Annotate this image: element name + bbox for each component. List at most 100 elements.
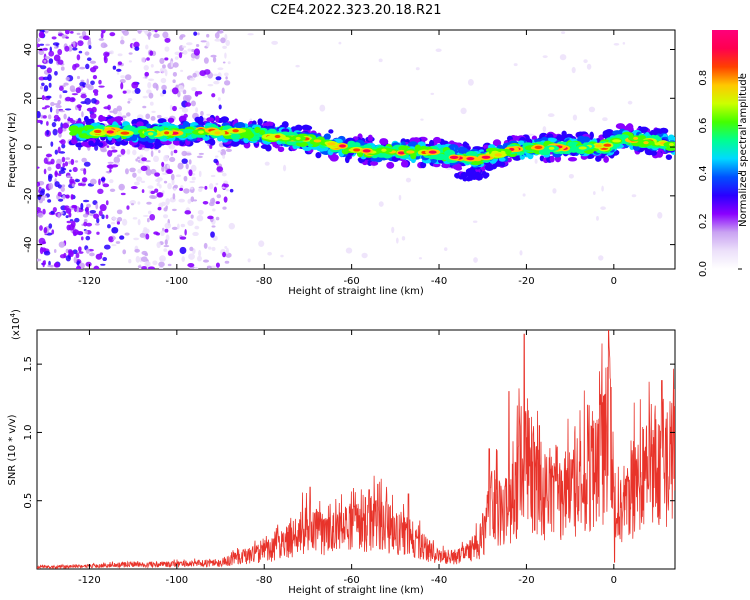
spectrogram-cell <box>37 37 41 43</box>
spectrogram-cell <box>569 239 574 246</box>
spectrogram-cell <box>571 66 576 74</box>
spectrogram-cell <box>449 155 459 159</box>
x-axis-ticks: -120 -100 -80 -60 -40 -20 0 <box>78 330 617 586</box>
spectrogram-cell <box>116 221 121 225</box>
spectrogram-cell <box>166 170 172 174</box>
spectrogram-cell <box>188 253 195 260</box>
spectrogram-cell <box>497 161 506 167</box>
spectrogram-cell <box>222 154 226 159</box>
spectrogram-cell <box>568 173 574 179</box>
spectrogram-cell <box>265 121 274 127</box>
spectrogram-cell <box>249 118 253 122</box>
spectrogram-cell <box>47 74 52 82</box>
spectrogram-cell <box>137 265 142 268</box>
spectrogram-cell <box>111 146 116 150</box>
spectrogram-cell <box>547 113 555 118</box>
spectrogram-cell <box>85 206 89 212</box>
spectrogram-cell <box>171 226 178 230</box>
spectrogram-cell <box>156 182 160 187</box>
spectrogram-cell <box>45 43 50 46</box>
spectrogram-cell <box>122 249 127 255</box>
spectrogram-cell <box>120 82 124 90</box>
spectrogram-cell <box>203 57 209 64</box>
spectrogram-cell <box>136 176 143 182</box>
spectrogram-cell <box>513 63 518 67</box>
spectrogram-cell <box>134 87 141 95</box>
spectrogram-cell <box>107 104 111 111</box>
spectrogram-cell <box>146 262 150 265</box>
spectrogram-cell <box>44 56 51 60</box>
spectrogram-cell <box>561 31 566 34</box>
spectrogram-cell <box>85 235 91 241</box>
spectrogram-cell <box>401 236 406 241</box>
spectrogram-cell <box>192 72 197 78</box>
spectrogram-cell <box>196 255 202 262</box>
spectrogram-cell <box>75 87 82 94</box>
spectrogram-cell <box>218 104 222 110</box>
spectrogram-cell <box>149 50 154 56</box>
spectrogram-cell <box>81 31 87 37</box>
spectrogram-cell <box>143 65 149 71</box>
spectrogram-cell <box>117 61 123 66</box>
spectrogram-cell <box>206 33 210 38</box>
spectrogram-cell <box>43 250 51 256</box>
spectrogram-cell <box>61 34 66 39</box>
spectrogram-cell <box>175 174 182 178</box>
spectrogram-cell <box>639 126 649 132</box>
spectrogram-cell <box>66 220 72 224</box>
spectrogram-cell <box>120 39 125 45</box>
spectrogram-cell <box>139 233 146 238</box>
spectrogram-cell <box>62 167 67 171</box>
spectrogram-cell <box>542 126 547 133</box>
spectrogram-cell <box>183 175 188 182</box>
spectrogram-cell <box>206 265 212 269</box>
spectrogram-cell <box>644 147 651 155</box>
spectrogram-cell <box>467 79 474 86</box>
x-tick-label: -100 <box>165 575 188 586</box>
spectrogram-cell <box>190 100 196 107</box>
spectrogram-cell <box>108 236 114 241</box>
spectrogram-cell <box>41 94 45 101</box>
spectrogram-cell <box>144 30 149 34</box>
spectrogram-cell <box>42 208 46 215</box>
spectrogram-cell <box>116 68 122 72</box>
spectrogram-cell <box>164 57 169 61</box>
spectrogram-cell <box>430 92 435 95</box>
y-axis-ticks: 0.5 1.0 1.5 <box>23 356 675 509</box>
spectrogram-cell <box>76 104 82 109</box>
spectrogram-cell <box>167 182 172 190</box>
colorbar: 0.0 0.2 0.4 0.6 0.8 Normalized spectral ampl… <box>698 30 749 277</box>
spectrogram-cell <box>215 155 219 158</box>
spectrogram-cell <box>126 205 130 210</box>
spectrogram-cell <box>80 183 86 186</box>
spectrogram-cell <box>583 59 588 64</box>
spectrogram-cell <box>338 41 342 45</box>
spectrogram-cell <box>319 104 326 112</box>
spectrogram-cell <box>200 110 204 117</box>
spectrogram-cell <box>86 57 92 62</box>
spectrogram-cell <box>141 189 145 194</box>
spectrogram-cell <box>333 117 339 121</box>
spectrogram-cell <box>158 261 165 268</box>
spectrogram-cell <box>179 246 187 255</box>
spectrogram-cell <box>188 169 193 177</box>
spectrogram-cell <box>519 250 523 256</box>
spectrogram-cell <box>154 188 159 193</box>
spectrogram-cell <box>190 214 194 219</box>
spectrogram-cell <box>454 172 460 178</box>
spectrogram-cell <box>210 54 217 58</box>
spectrogram-cell <box>85 222 93 227</box>
spectrogram-cell <box>49 106 53 113</box>
spectrogram-cell <box>94 129 102 134</box>
spectrogram-cell <box>217 150 222 153</box>
spectrogram-cell <box>225 148 232 152</box>
spectrogram-cell <box>223 183 229 188</box>
spectrogram-cell <box>77 40 84 47</box>
spectrogram-cell <box>37 111 41 119</box>
spectrogram-cell <box>214 38 222 42</box>
spectrogram-cell <box>178 198 185 203</box>
spectrogram-cell <box>54 46 58 49</box>
y-tick-label: 0.5 <box>23 493 34 509</box>
spectrogram-cell <box>193 266 199 269</box>
spectrogram-cell <box>72 229 80 236</box>
